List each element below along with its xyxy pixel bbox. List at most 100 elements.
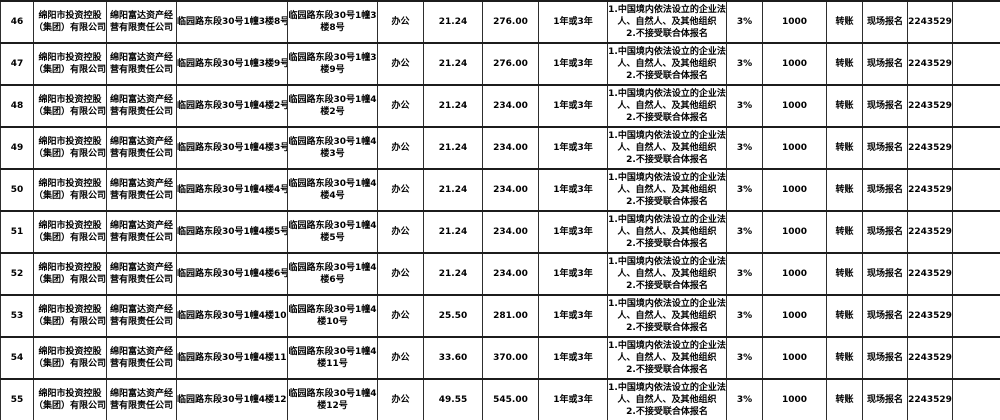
cell-usage: 办公 <box>377 0 424 44</box>
cell-conditions: 1.中国境内依法设立的企业法人、自然人、及其他组织 2.不接受联合体报名 <box>607 168 727 212</box>
cell-remark <box>952 0 1000 44</box>
cell-usage: 办公 <box>377 168 424 212</box>
cell-deposit-amount: 1000 <box>762 210 827 254</box>
table-row: 52 绵阳市投资控股（集团）有限公司 绵阳富达资产经营有限责任公司 临园路东段30号1… <box>0 252 1000 296</box>
cell-lease-term: 1年或3年 <box>538 210 608 254</box>
cell-payment-method: 转账 <box>826 336 863 380</box>
condition-line: 2.不接受联合体报名 <box>626 407 708 417</box>
cell-registration: 现场报名 <box>862 84 908 128</box>
cell-remark <box>952 84 1000 128</box>
cell-annual-rent: 545.00 <box>482 378 539 420</box>
cell-lessor: 绵阳市投资控股（集团）有限公司 <box>33 210 107 254</box>
cell-annual-rent: 276.00 <box>482 0 539 44</box>
cell-deposit-amount: 1000 <box>762 126 827 170</box>
table-row: 46 绵阳市投资控股（集团）有限公司 绵阳富达资产经营有限责任公司 临园路东段30号1… <box>0 0 1000 44</box>
cell-location: 临园路东段30号1幢3楼8号 <box>287 0 378 44</box>
cell-operator: 绵阳富达资产经营有限责任公司 <box>106 210 177 254</box>
condition-line: 2.不接受联合体报名 <box>626 71 708 81</box>
condition-line: 2.不接受联合体报名 <box>626 197 708 207</box>
cell-conditions: 1.中国境内依法设立的企业法人、自然人、及其他组织 2.不接受联合体报名 <box>607 294 727 338</box>
table-row: 54 绵阳市投资控股（集团）有限公司 绵阳富达资产经营有限责任公司 临园路东段30号1… <box>0 336 1000 380</box>
cell-conditions: 1.中国境内依法设立的企业法人、自然人、及其他组织 2.不接受联合体报名 <box>607 378 727 420</box>
cell-annual-rent: 234.00 <box>482 126 539 170</box>
cell-lessor: 绵阳市投资控股（集团）有限公司 <box>33 252 107 296</box>
cell-registration: 现场报名 <box>862 126 908 170</box>
condition-line: 1.中国境内依法设立的企业法人、自然人、及其他组织 <box>608 257 726 279</box>
condition-line: 1.中国境内依法设立的企业法人、自然人、及其他组织 <box>608 89 726 111</box>
cell-annual-rent: 370.00 <box>482 336 539 380</box>
cell-phone: 2243529 <box>907 126 953 170</box>
cell-conditions: 1.中国境内依法设立的企业法人、自然人、及其他组织 2.不接受联合体报名 <box>607 336 727 380</box>
cell-location: 临园路东段30号1幢4楼11号 <box>287 336 378 380</box>
table-row: 53 绵阳市投资控股（集团）有限公司 绵阳富达资产经营有限责任公司 临园路东段30号1… <box>0 294 1000 338</box>
cell-lessor: 绵阳市投资控股（集团）有限公司 <box>33 168 107 212</box>
cell-asset-name: 临园路东段30号1幢4楼2号 <box>176 84 288 128</box>
cell-seq: 51 <box>0 210 34 254</box>
cell-payment-method: 转账 <box>826 210 863 254</box>
cell-operator: 绵阳富达资产经营有限责任公司 <box>106 294 177 338</box>
cell-operator: 绵阳富达资产经营有限责任公司 <box>106 378 177 420</box>
cell-lease-term: 1年或3年 <box>538 0 608 44</box>
condition-line: 1.中国境内依法设立的企业法人、自然人、及其他组织 <box>608 173 726 195</box>
cell-asset-name: 临园路东段30号1幢4楼10号 <box>176 294 288 338</box>
cell-annual-rent: 234.00 <box>482 84 539 128</box>
cell-remark <box>952 378 1000 420</box>
cell-asset-name: 临园路东段30号1幢3楼9号 <box>176 42 288 86</box>
cell-location: 临园路东段30号1幢3楼9号 <box>287 42 378 86</box>
cell-seq: 50 <box>0 168 34 212</box>
cell-deposit-rate: 3% <box>726 210 763 254</box>
cell-deposit-amount: 1000 <box>762 252 827 296</box>
cell-payment-method: 转账 <box>826 294 863 338</box>
cell-asset-name: 临园路东段30号1幢4楼6号 <box>176 252 288 296</box>
cell-deposit-rate: 3% <box>726 378 763 420</box>
cell-seq: 53 <box>0 294 34 338</box>
cell-deposit-rate: 3% <box>726 126 763 170</box>
cell-location: 临园路东段30号1幢4楼3号 <box>287 126 378 170</box>
condition-line: 1.中国境内依法设立的企业法人、自然人、及其他组织 <box>608 383 726 405</box>
cell-deposit-amount: 1000 <box>762 42 827 86</box>
cell-area: 21.24 <box>423 42 483 86</box>
cell-lease-term: 1年或3年 <box>538 336 608 380</box>
cell-deposit-rate: 3% <box>726 0 763 44</box>
cell-operator: 绵阳富达资产经营有限责任公司 <box>106 168 177 212</box>
condition-line: 1.中国境内依法设立的企业法人、自然人、及其他组织 <box>608 131 726 153</box>
cell-registration: 现场报名 <box>862 0 908 44</box>
cell-deposit-amount: 1000 <box>762 378 827 420</box>
cell-usage: 办公 <box>377 252 424 296</box>
cell-operator: 绵阳富达资产经营有限责任公司 <box>106 126 177 170</box>
cell-remark <box>952 126 1000 170</box>
cell-lessor: 绵阳市投资控股（集团）有限公司 <box>33 126 107 170</box>
cell-annual-rent: 276.00 <box>482 42 539 86</box>
cell-deposit-rate: 3% <box>726 294 763 338</box>
cell-payment-method: 转账 <box>826 0 863 44</box>
cell-deposit-amount: 1000 <box>762 336 827 380</box>
cell-asset-name: 临园路东段30号1幢3楼8号 <box>176 0 288 44</box>
cell-lease-term: 1年或3年 <box>538 168 608 212</box>
cell-conditions: 1.中国境内依法设立的企业法人、自然人、及其他组织 2.不接受联合体报名 <box>607 126 727 170</box>
cell-conditions: 1.中国境内依法设立的企业法人、自然人、及其他组织 2.不接受联合体报名 <box>607 84 727 128</box>
cell-lessor: 绵阳市投资控股（集团）有限公司 <box>33 84 107 128</box>
condition-line: 1.中国境内依法设立的企业法人、自然人、及其他组织 <box>608 47 726 69</box>
cell-registration: 现场报名 <box>862 378 908 420</box>
condition-line: 1.中国境内依法设立的企业法人、自然人、及其他组织 <box>608 5 726 27</box>
cell-payment-method: 转账 <box>826 252 863 296</box>
cell-registration: 现场报名 <box>862 210 908 254</box>
cell-conditions: 1.中国境内依法设立的企业法人、自然人、及其他组织 2.不接受联合体报名 <box>607 252 727 296</box>
cell-usage: 办公 <box>377 336 424 380</box>
condition-line: 1.中国境内依法设立的企业法人、自然人、及其他组织 <box>608 341 726 363</box>
condition-line: 2.不接受联合体报名 <box>626 239 708 249</box>
cell-conditions: 1.中国境内依法设立的企业法人、自然人、及其他组织 2.不接受联合体报名 <box>607 0 727 44</box>
cell-area: 25.50 <box>423 294 483 338</box>
cell-payment-method: 转账 <box>826 126 863 170</box>
cell-usage: 办公 <box>377 126 424 170</box>
cell-operator: 绵阳富达资产经营有限责任公司 <box>106 252 177 296</box>
cell-lease-term: 1年或3年 <box>538 252 608 296</box>
cell-lease-term: 1年或3年 <box>538 42 608 86</box>
cell-area: 21.24 <box>423 210 483 254</box>
cell-asset-name: 临园路东段30号1幢4楼11号 <box>176 336 288 380</box>
cell-annual-rent: 234.00 <box>482 168 539 212</box>
cell-deposit-amount: 1000 <box>762 168 827 212</box>
cell-asset-name: 临园路东段30号1幢4楼12号 <box>176 378 288 420</box>
cell-asset-name: 临园路东段30号1幢4楼5号 <box>176 210 288 254</box>
